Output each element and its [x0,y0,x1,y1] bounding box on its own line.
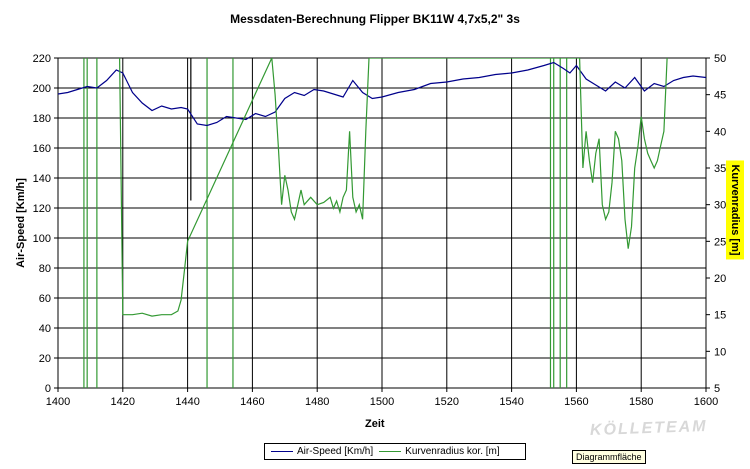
y-right-tick-label: 45 [714,90,726,102]
y-axis-left-label: Air-Speed [Km/h] [15,178,27,268]
x-tick-label: 1480 [305,396,329,408]
y-left-tick-label: 60 [39,293,51,305]
x-tick-label: 1600 [694,396,718,408]
series-line-airspeed[interactable] [58,61,706,127]
y-left-tick-label: 80 [39,263,51,275]
y-left-tick-label: 120 [33,203,51,215]
legend-label-radius: Kurvenradius kor. [m] [405,446,500,457]
y-right-tick-label: 40 [714,126,726,138]
airspeed-swatch [271,451,293,452]
y-right-tick-label: 50 [714,53,726,65]
y-right-tick-label: 30 [714,200,726,212]
y-right-tick-label: 25 [714,236,726,248]
y-left-tick-label: 100 [33,233,51,245]
x-tick-label: 1520 [435,396,459,408]
y-left-tick-label: 180 [33,113,51,125]
legend-label-airspeed: Air-Speed [Km/h] [297,446,374,457]
y-left-tick-label: 20 [39,353,51,365]
legend[interactable]: Air-Speed [Km/h] Kurvenradius kor. [m] [264,443,526,460]
y-right-tick-label: 35 [714,163,726,175]
y-left-tick-label: 140 [33,173,51,185]
y-left-tick-label: 220 [33,53,51,65]
x-tick-label: 1540 [499,396,523,408]
y-right-tick-label: 15 [714,310,726,322]
legend-item-radius[interactable]: Kurvenradius kor. [m] [379,446,500,457]
tooltip-plot-area: Diagrammfläche [572,450,646,464]
x-tick-label: 1580 [629,396,653,408]
x-tick-label: 1500 [370,396,394,408]
x-tick-label: 1440 [175,396,199,408]
x-tick-label: 1560 [564,396,588,408]
x-tick-label: 1420 [111,396,135,408]
y-right-tick-label: 10 [714,346,726,358]
x-tick-label: 1400 [46,396,70,408]
x-axis-label: Zeit [365,418,385,430]
y-axis-right-label: Kurvenradius [m] [726,160,744,260]
y-left-tick-label: 200 [33,83,51,95]
series-line-radius[interactable] [119,58,668,317]
x-tick-label: 1460 [240,396,264,408]
chart-title: Messdaten-Berechnung Flipper BK11W 4,7x5… [230,12,520,26]
y-right-tick-label: 5 [714,383,720,395]
legend-item-airspeed[interactable]: Air-Speed [Km/h] [271,446,373,457]
radius-swatch [379,451,402,452]
y-left-tick-label: 160 [33,143,51,155]
y-left-tick-label: 0 [45,383,51,395]
y-left-tick-label: 40 [39,323,51,335]
y-right-tick-label: 20 [714,273,726,285]
